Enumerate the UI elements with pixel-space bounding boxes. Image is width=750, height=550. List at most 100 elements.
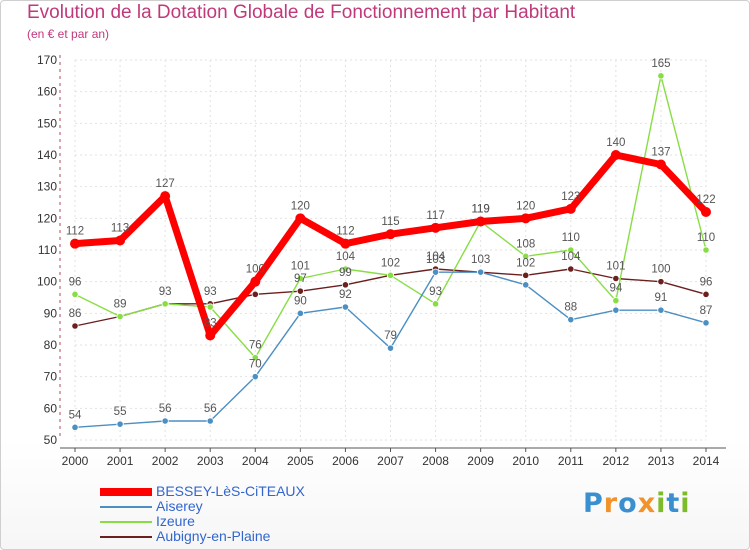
x-tick-label: 2003 (197, 454, 224, 468)
x-tick-label: 2004 (242, 454, 269, 468)
data-point (657, 306, 665, 314)
data-point (385, 229, 396, 240)
x-tick-label: 2009 (467, 454, 494, 468)
data-label: 165 (651, 58, 670, 70)
proxiti-logo: Proxiti (583, 488, 691, 519)
data-point (612, 306, 620, 314)
logo-letter: r (603, 488, 619, 519)
x-tick-label: 2008 (422, 454, 449, 468)
y-tick-label: 50 (44, 433, 58, 447)
y-tick-label: 140 (37, 148, 57, 162)
data-point (206, 417, 214, 425)
data-point (251, 290, 259, 298)
y-tick-label: 80 (44, 338, 58, 352)
data-point (70, 238, 80, 249)
data-point (71, 322, 79, 330)
data-point (115, 235, 126, 246)
data-label: 137 (651, 147, 670, 159)
y-tick-label: 70 (44, 370, 58, 384)
legend-swatch (100, 521, 152, 523)
x-tick-label: 2006 (332, 454, 359, 468)
data-point (341, 281, 350, 289)
y-tick-label: 170 (37, 53, 57, 67)
data-label: 127 (156, 178, 175, 190)
data-point (567, 246, 575, 254)
data-label: 103 (426, 254, 445, 266)
data-point (71, 423, 79, 431)
x-tick-label: 2010 (512, 454, 539, 468)
data-label: 93 (159, 286, 172, 298)
data-point (386, 344, 395, 352)
data-label: 86 (69, 308, 82, 320)
data-point (250, 276, 261, 287)
data-point (341, 303, 350, 311)
data-label: 110 (562, 232, 580, 244)
data-label: 119 (471, 204, 489, 216)
data-point (71, 290, 79, 298)
data-label: 104 (561, 251, 581, 263)
data-label: 101 (291, 261, 310, 273)
data-point (612, 297, 620, 305)
y-tick-label: 60 (44, 401, 58, 415)
data-point (612, 274, 620, 283)
legend-label: Izeure (156, 513, 195, 529)
logo-letter: o (618, 488, 638, 519)
y-tick-label: 160 (37, 85, 57, 99)
data-label: 55 (114, 406, 127, 418)
data-point (296, 274, 304, 283)
data-point (655, 159, 666, 170)
data-point (161, 300, 169, 308)
data-point (206, 303, 214, 311)
data-point (296, 309, 304, 317)
logo-letter: i (680, 488, 691, 519)
data-label: 89 (114, 299, 127, 311)
data-point (386, 271, 395, 279)
y-tick-label: 90 (44, 306, 58, 320)
data-label: 100 (246, 264, 265, 276)
data-point (610, 150, 621, 160)
x-tick-label: 2012 (603, 454, 630, 468)
data-label: 56 (204, 403, 217, 415)
data-label: 123 (561, 191, 580, 203)
chart-subtitle: (en € et par an) (27, 27, 110, 41)
logo-letter: i (656, 488, 667, 519)
x-tick-label: 2011 (558, 454, 584, 468)
data-label: 120 (291, 200, 310, 212)
data-point (657, 278, 665, 286)
data-label: 79 (384, 330, 397, 342)
data-label: 94 (609, 283, 622, 295)
y-tick-label: 110 (38, 243, 57, 257)
data-point (295, 213, 306, 224)
data-point (431, 268, 440, 276)
legend-swatch (100, 536, 152, 538)
y-tick-label: 120 (37, 211, 57, 225)
data-point (522, 281, 530, 289)
data-label: 93 (429, 286, 442, 298)
data-point (657, 72, 665, 80)
data-label: 99 (339, 267, 352, 279)
data-point (475, 216, 486, 227)
legend-swatch (100, 506, 152, 508)
data-label: 96 (69, 276, 82, 288)
data-point (430, 222, 441, 233)
data-label: 102 (516, 257, 535, 269)
data-label: 108 (516, 238, 535, 250)
data-point (702, 246, 710, 254)
data-label: 70 (249, 359, 262, 371)
x-tick-label: 2007 (377, 454, 404, 468)
data-label: 88 (564, 302, 577, 314)
data-label: 110 (697, 232, 715, 244)
legend-swatch (100, 488, 152, 496)
legend-label: BESSEY-LèS-CiTEAUX (156, 483, 305, 499)
data-label: 103 (471, 254, 490, 266)
y-tick-label: 150 (37, 116, 57, 130)
data-label: 113 (111, 223, 129, 235)
data-label: 140 (606, 137, 625, 149)
x-tick-label: 2000 (62, 454, 89, 468)
data-point (341, 265, 350, 273)
line-chart: 50 60 70 80 90 100 110 120 130 140 150 160 170 2000 20… (37, 53, 726, 468)
data-label: 122 (696, 194, 715, 206)
x-tick-label: 2014 (693, 454, 720, 468)
data-label: 90 (294, 295, 307, 307)
data-label: 83 (204, 318, 217, 330)
